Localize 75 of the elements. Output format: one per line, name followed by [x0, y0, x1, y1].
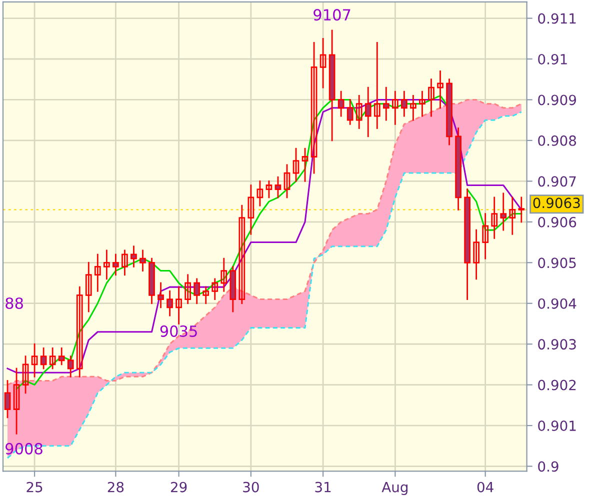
candlestick	[212, 278, 218, 300]
candlestick	[274, 176, 282, 198]
candlestick	[382, 86, 390, 121]
y-tick-label: 0.903	[538, 339, 576, 350]
annotation: 88	[6, 297, 23, 310]
x-tick-label: 31	[315, 482, 331, 492]
candlestick	[410, 94, 416, 121]
candlestick	[518, 196, 525, 223]
candlestick	[158, 282, 164, 308]
annotation: 9107	[314, 9, 350, 21]
candlestick	[104, 250, 110, 280]
candlestick	[176, 286, 182, 324]
candlestick	[202, 286, 210, 304]
candlestick	[140, 250, 146, 272]
candlestick	[220, 258, 228, 292]
candlestick	[437, 70, 444, 109]
candlestick	[13, 368, 20, 434]
candlestick	[284, 164, 290, 198]
candlestick	[356, 94, 362, 129]
candlestick	[166, 290, 173, 316]
candlestick	[266, 180, 272, 198]
candlestick	[482, 213, 489, 260]
x-tick-label: 30	[243, 482, 259, 492]
y-tick-label: 0.9	[538, 461, 558, 472]
y-tick-label: 0.909	[538, 94, 576, 106]
candlestick	[85, 262, 92, 312]
y-tick-label: 0.907	[538, 176, 576, 187]
y-tick-label: 0.91	[538, 54, 567, 64]
candlestick	[40, 347, 47, 370]
candlestick	[491, 196, 498, 239]
candlestick	[122, 250, 128, 276]
candlestick	[49, 347, 56, 370]
candlestick	[256, 180, 264, 206]
y-tick-label: 0.905	[538, 258, 576, 268]
candlestick	[248, 184, 254, 235]
candlestick	[67, 356, 74, 378]
candlestick	[473, 229, 480, 280]
ref-line-label: 0.9063	[533, 198, 580, 208]
candlestick	[194, 278, 200, 304]
candlestick	[4, 380, 11, 418]
candlestick	[346, 99, 354, 125]
candlestick	[338, 90, 344, 117]
candlestick	[292, 148, 300, 182]
x-tick-label: 25	[26, 482, 42, 492]
candlestick	[310, 42, 318, 174]
x-tick-label: 28	[108, 482, 124, 492]
candlestick	[392, 90, 398, 125]
candlestick	[320, 38, 326, 88]
x-tick-label: 29	[170, 482, 187, 492]
candlestick	[302, 148, 308, 182]
candlestick	[374, 42, 380, 129]
candlestick	[31, 343, 38, 378]
y-tick-label: 0.911	[538, 13, 576, 24]
candlestick	[509, 196, 516, 235]
candlestick	[428, 78, 434, 117]
x-tick-label: Aug	[382, 482, 408, 496]
candlestick	[130, 246, 137, 268]
x-tick-label: 04	[477, 482, 494, 492]
y-tick-label: 0.906	[538, 216, 576, 228]
candlestick	[364, 86, 372, 138]
y-tick-label: 0.902	[538, 380, 576, 390]
candlestick	[76, 286, 83, 378]
y-tick-label: 0.904	[538, 298, 576, 309]
candlestick	[500, 192, 507, 231]
candlestick	[94, 254, 101, 292]
y-tick-label: 0.901	[538, 420, 576, 432]
candlestick	[419, 90, 426, 117]
candlestick	[401, 90, 408, 117]
candlestick	[112, 254, 119, 276]
candlestick	[184, 274, 191, 304]
candlestick	[238, 204, 246, 304]
y-tick-label: 0.908	[538, 135, 576, 146]
annotation: 9035	[160, 325, 197, 337]
candlestick	[22, 356, 29, 394]
candlestick	[58, 347, 65, 366]
